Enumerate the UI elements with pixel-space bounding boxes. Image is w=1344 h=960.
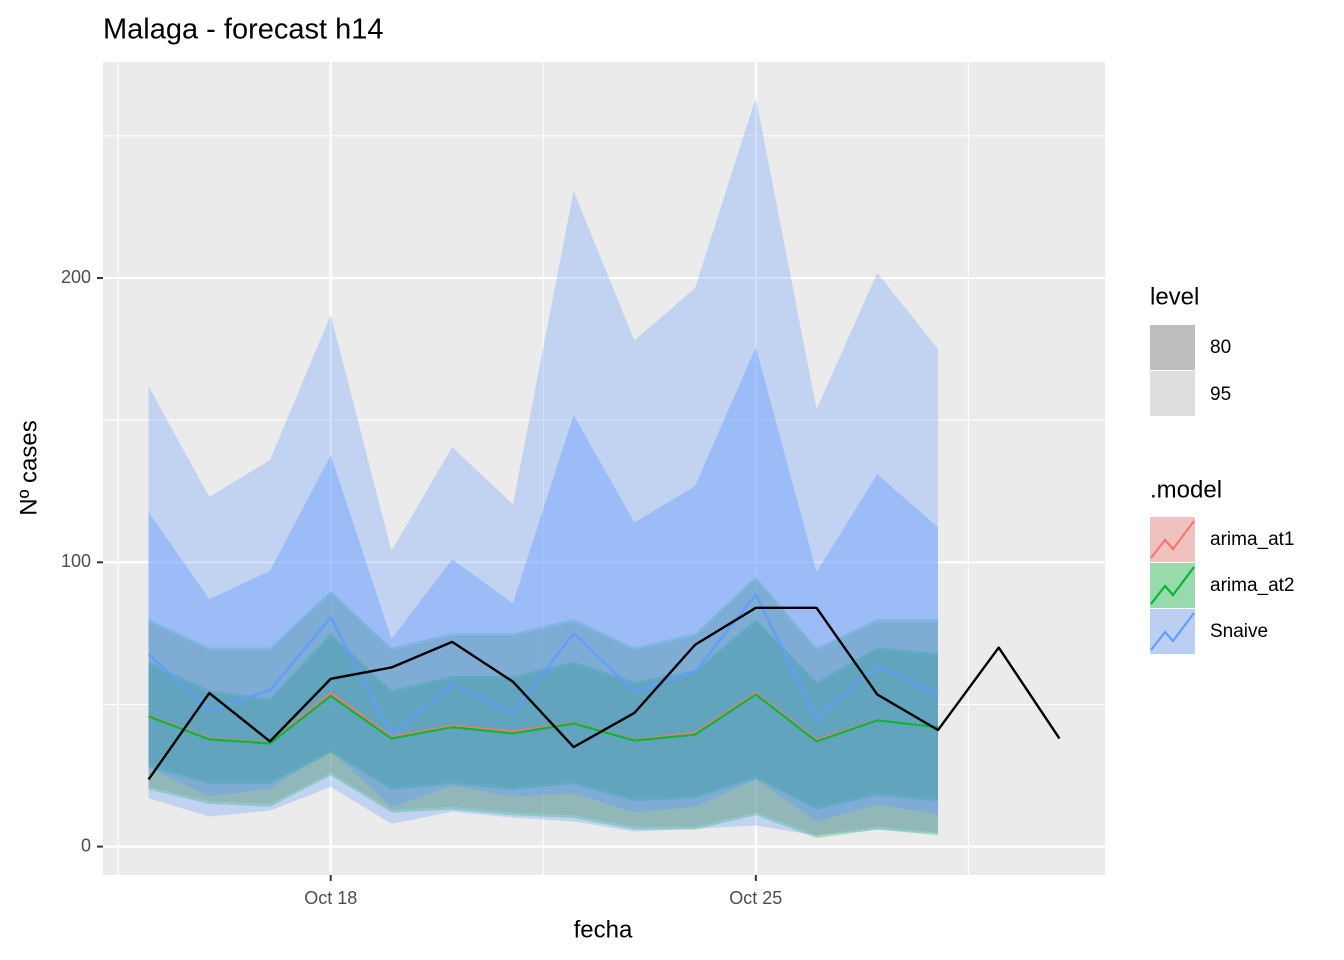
y-tick-label: 100 (61, 551, 91, 571)
legend-key (1150, 563, 1195, 608)
legend-label: 80 (1210, 337, 1231, 358)
legend-key-line (1150, 520, 1195, 559)
legend-key (1150, 371, 1195, 416)
legend-key-line (1150, 566, 1195, 605)
x-tick-label: Oct 18 (304, 888, 357, 908)
legend-label: 95 (1210, 384, 1231, 405)
band (148, 97, 938, 836)
legend-label: Snaive (1210, 621, 1268, 642)
legend-key (1150, 609, 1195, 654)
legend-label: arima_at2 (1210, 575, 1295, 596)
y-axis-label: Nº cases (15, 420, 42, 515)
legend-key (1150, 517, 1195, 562)
band (148, 579, 938, 836)
line (147, 606, 1061, 781)
chart-title: Malaga - forecast h14 (103, 14, 383, 46)
legend-label: arima_at1 (1210, 529, 1295, 550)
legend-key (1150, 325, 1195, 370)
legend: level 80 95 .model arima_at1 arima_at2 Sna… (1150, 283, 1295, 654)
legend-key-line (1150, 612, 1195, 651)
legend-key (1150, 517, 1195, 562)
x-tick-label: Oct 25 (729, 888, 782, 908)
x-axis-label: fecha (574, 916, 633, 943)
y-tick-label: 200 (61, 267, 91, 287)
panel (103, 62, 1105, 875)
legend-title: .model (1150, 476, 1222, 503)
legend-key (1150, 609, 1195, 654)
grid (103, 62, 1105, 875)
legend-title: level (1150, 283, 1199, 310)
band (148, 576, 938, 839)
line (148, 693, 939, 745)
line (147, 593, 939, 736)
legend-key (1150, 563, 1195, 608)
y-tick-label: 0 (81, 835, 91, 855)
